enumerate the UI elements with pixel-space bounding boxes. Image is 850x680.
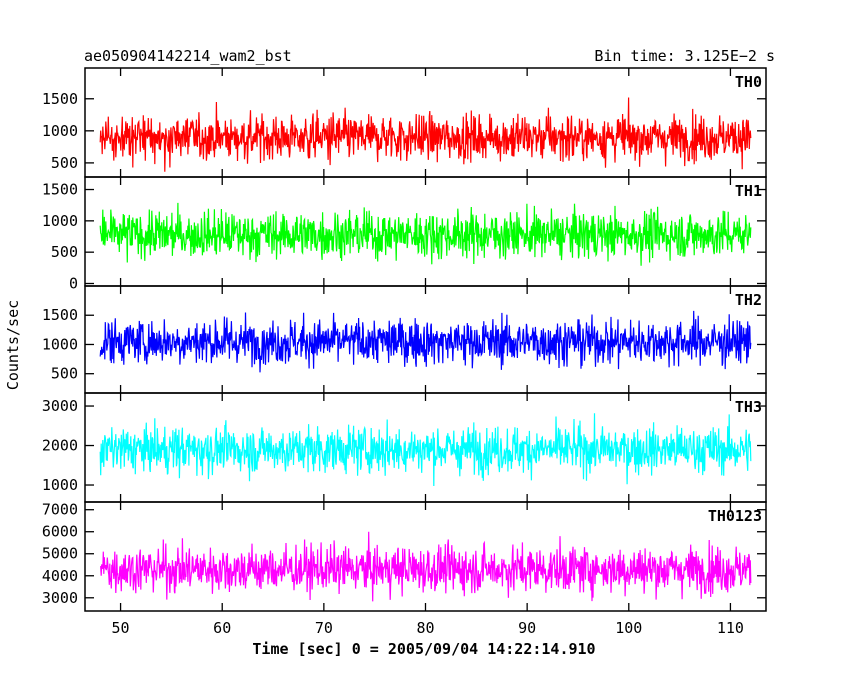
x-tick-label: 50 [112,619,130,637]
panel-label-th0: TH0 [735,73,762,91]
y-tick-label: 1500 [42,90,78,108]
y-tick-label: 500 [51,154,78,172]
x-tick-label: 110 [717,619,744,637]
series-line-th1 [99,202,752,266]
chart-title: ae050904142214_wam2_bst [84,47,292,65]
y-tick-label: 1000 [42,212,78,230]
x-tick-label: 60 [213,619,231,637]
panel-label-th0123: TH0123 [708,507,762,525]
y-tick-label: 500 [51,243,78,261]
y-tick-label: 0 [69,274,78,292]
x-tick-label: 90 [518,619,536,637]
x-axis-label: Time [sec] 0 = 2005/09/04 14:22:14.910 [252,640,595,658]
series-line-th0123 [100,531,752,602]
y-tick-label: 500 [51,365,78,383]
panel-label-th2: TH2 [735,291,762,309]
bin-time-label: Bin time: 3.125E−2 s [594,47,775,65]
series-layer [99,97,752,602]
y-tick-label: 1000 [42,335,78,353]
y-tick-label: 7000 [42,501,78,519]
y-tick-label: 1000 [42,122,78,140]
panel-label-th1: TH1 [735,182,762,200]
series-line-th0 [99,97,752,172]
y-tick-label: 2000 [42,437,78,455]
x-tick-label: 70 [315,619,333,637]
y-tick-label: 1500 [42,181,78,199]
y-tick-label: 6000 [42,523,78,541]
panel-label-th3: TH3 [735,398,762,416]
y-tick-label: 3000 [42,397,78,415]
y-tick-label: 4000 [42,567,78,585]
x-tick-label: 80 [416,619,434,637]
series-line-th3 [99,413,752,487]
x-tick-label: 100 [615,619,642,637]
y-tick-label: 1000 [42,476,78,494]
series-line-th2 [99,310,752,373]
y-axis-label: Counts/sec [4,300,22,390]
y-tick-label: 3000 [42,589,78,607]
y-tick-label: 1500 [42,306,78,324]
y-tick-label: 5000 [42,545,78,563]
